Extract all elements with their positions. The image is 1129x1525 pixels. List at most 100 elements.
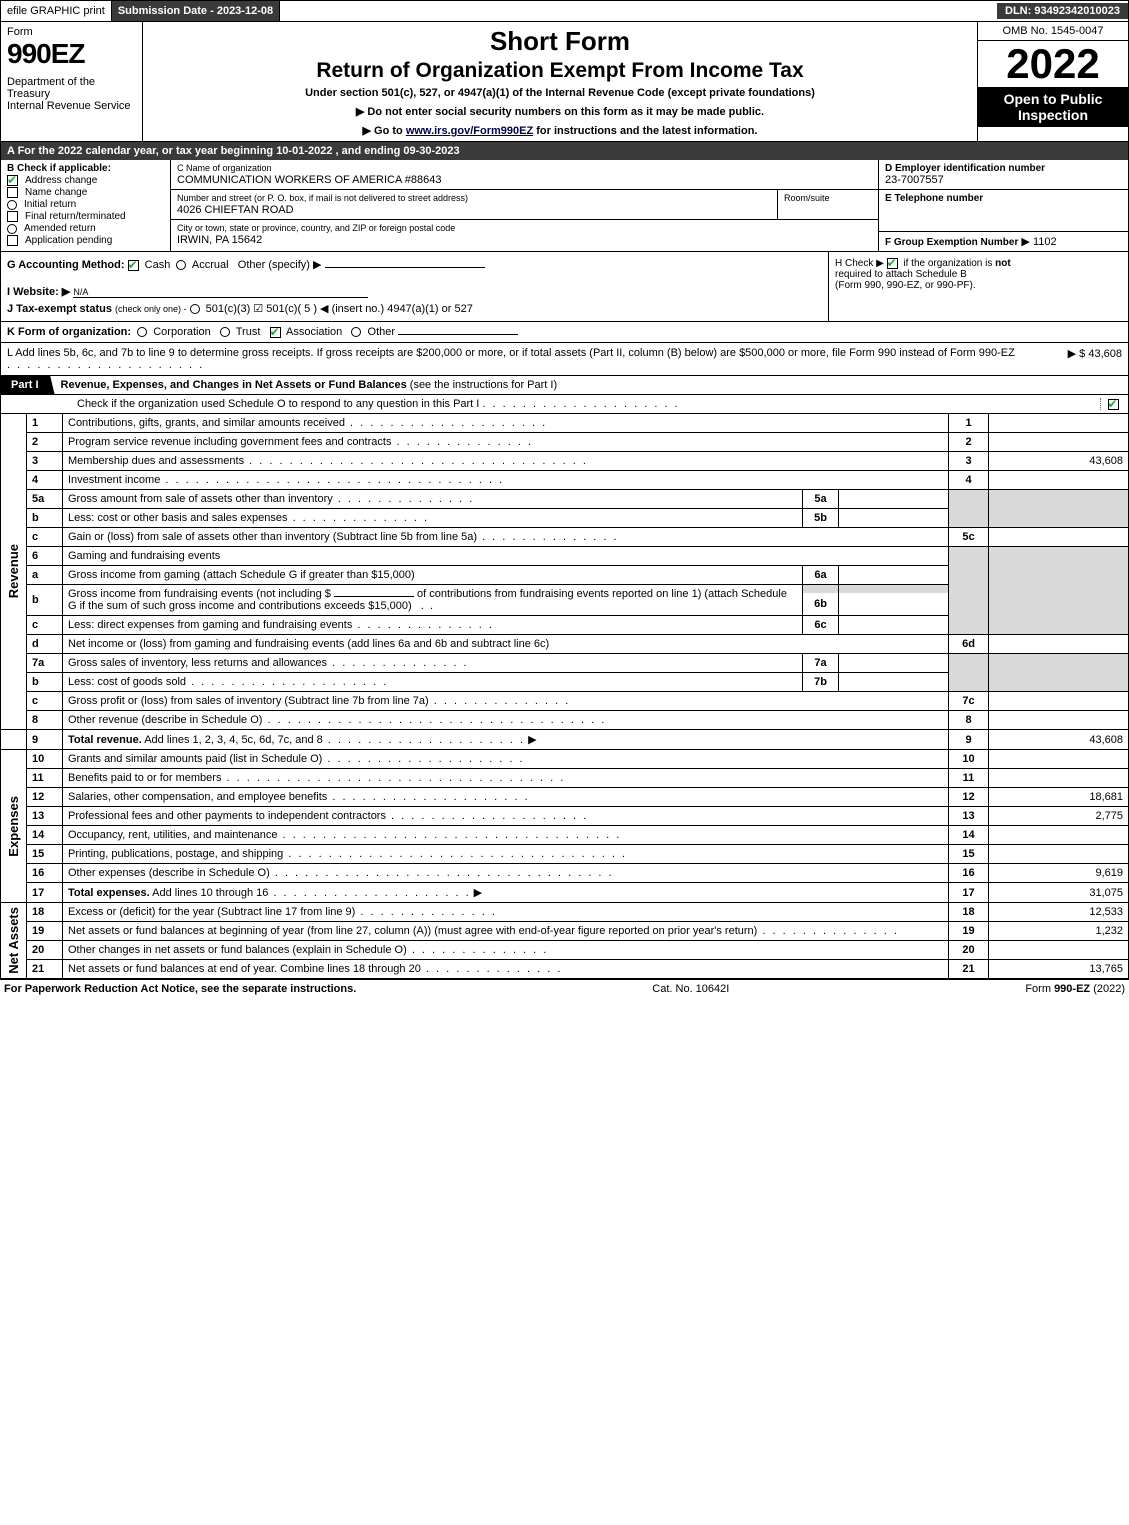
h-text4: (Form 990, 990-EZ, or 990-PF).: [835, 280, 976, 291]
revenue-label: Revenue: [1, 414, 27, 730]
line-amt: [989, 826, 1129, 845]
line-amt: 12,533: [989, 903, 1129, 922]
line-desc: Gross profit or (loss) from sales of inv…: [63, 692, 949, 711]
table-row: 6 Gaming and fundraising events: [1, 547, 1129, 566]
shade-cell: [839, 585, 949, 593]
table-row: 12 Salaries, other compensation, and emp…: [1, 788, 1129, 807]
line-num: 17: [27, 883, 63, 903]
line-desc: Gain or (loss) from sale of assets other…: [63, 528, 949, 547]
h-not: not: [995, 258, 1011, 269]
line-amt: [989, 414, 1129, 433]
radio-icon[interactable]: [351, 327, 361, 337]
instruction-2: ▶ Go to www.irs.gov/Form990EZ for instru…: [151, 124, 969, 137]
checkbox-icon: [7, 175, 18, 186]
checkbox-icon[interactable]: [128, 260, 139, 271]
shade-cell: [803, 585, 839, 593]
sub-num: 6a: [803, 566, 839, 585]
check-amended-return[interactable]: Amended return: [7, 223, 164, 234]
check-application-pending[interactable]: Application pending: [7, 235, 164, 246]
table-row: c Gain or (loss) from sale of assets oth…: [1, 528, 1129, 547]
g-other: Other (specify) ▶: [238, 259, 322, 271]
line-ref: 15: [949, 845, 989, 864]
line-desc: Gross amount from sale of assets other t…: [63, 490, 803, 509]
radio-icon[interactable]: [220, 327, 230, 337]
line-ref: 10: [949, 750, 989, 769]
radio-icon: [7, 200, 17, 210]
footer-center: Cat. No. 10642I: [652, 983, 729, 995]
line-amt: 43,608: [989, 730, 1129, 750]
checkbox-icon: [7, 211, 18, 222]
check-initial-return[interactable]: Initial return: [7, 199, 164, 210]
line-ref: 1: [949, 414, 989, 433]
table-row: 9 Total revenue. Add lines 1, 2, 3, 4, 5…: [1, 730, 1129, 750]
line-amt: [989, 769, 1129, 788]
line-ref: 5c: [949, 528, 989, 547]
line-ref: 2: [949, 433, 989, 452]
line-desc: Benefits paid to or for members: [63, 769, 949, 788]
sub-val: [839, 593, 949, 616]
radio-icon[interactable]: [137, 327, 147, 337]
line-desc: Less: direct expenses from gaming and fu…: [63, 616, 803, 635]
check-final-return[interactable]: Final return/terminated: [7, 211, 164, 222]
vlabel-text: Net Assets: [6, 907, 21, 974]
check-name-change[interactable]: Name change: [7, 187, 164, 198]
line-num: 9: [27, 730, 63, 750]
line-amt: 2,775: [989, 807, 1129, 826]
b-label: B Check if applicable:: [7, 163, 164, 174]
g-accrual: Accrual: [192, 259, 229, 271]
b-item-label: Initial return: [24, 199, 76, 210]
row-l: L Add lines 5b, 6c, and 7b to line 9 to …: [0, 343, 1129, 376]
h-text1: H Check ▶: [835, 258, 884, 269]
line-ref: 11: [949, 769, 989, 788]
k-opt: Other: [368, 326, 396, 338]
line-ref: 7c: [949, 692, 989, 711]
g-cash: Cash: [145, 259, 171, 271]
row-gh: G Accounting Method: Cash Accrual Other …: [0, 252, 1129, 322]
check-address-change[interactable]: Address change: [7, 175, 164, 186]
line-ref: 14: [949, 826, 989, 845]
department: Department of the Treasury Internal Reve…: [7, 76, 136, 112]
checkbox-icon[interactable]: [270, 327, 281, 338]
header-right: OMB No. 1545-0047 2022 Open to Public In…: [978, 22, 1128, 141]
table-row: 2 Program service revenue including gove…: [1, 433, 1129, 452]
k-other-line[interactable]: [398, 334, 518, 335]
sub-num: 7b: [803, 673, 839, 692]
column-de: D Employer identification number 23-7007…: [878, 160, 1128, 251]
line-desc: Net assets or fund balances at beginning…: [63, 922, 949, 941]
line-num: c: [27, 692, 63, 711]
part1-sub-label: Check if the organization used Schedule …: [77, 398, 479, 410]
efile-print[interactable]: efile GRAPHIC print: [1, 1, 112, 21]
line-ref: 13: [949, 807, 989, 826]
submission-date: Submission Date - 2023-12-08: [112, 1, 280, 21]
c-name-block: C Name of organization COMMUNICATION WOR…: [171, 160, 878, 190]
line-amt: 9,619: [989, 864, 1129, 883]
form-header: Form 990EZ Department of the Treasury In…: [0, 22, 1129, 142]
radio-icon[interactable]: [190, 304, 200, 314]
l-text: L Add lines 5b, 6c, and 7b to line 9 to …: [7, 347, 1015, 359]
irs-link[interactable]: www.irs.gov/Form990EZ: [406, 125, 533, 137]
e-block: E Telephone number: [879, 190, 1128, 232]
line-ref: 6d: [949, 635, 989, 654]
radio-icon[interactable]: [176, 260, 186, 270]
line-ref: 21: [949, 960, 989, 979]
line-num: b: [27, 585, 63, 616]
line-desc: Investment income: [63, 471, 949, 490]
g-other-line[interactable]: [325, 267, 485, 268]
org-street: 4026 CHIEFTAN ROAD: [177, 204, 771, 216]
line-num: 7a: [27, 654, 63, 673]
table-row: 3 Membership dues and assessments 3 43,6…: [1, 452, 1129, 471]
g-label: G Accounting Method:: [7, 259, 125, 271]
table-row: 13 Professional fees and other payments …: [1, 807, 1129, 826]
checkbox-icon[interactable]: [887, 258, 898, 269]
part1-title-hint: (see the instructions for Part I): [410, 379, 557, 391]
k-opt: Trust: [236, 326, 261, 338]
sub-val: [839, 566, 949, 585]
table-row: 8 Other revenue (describe in Schedule O)…: [1, 711, 1129, 730]
l-amount: $ 43,608: [1079, 348, 1122, 360]
part1-checkbox[interactable]: [1100, 398, 1128, 410]
org-city: IRWIN, PA 15642: [177, 234, 872, 246]
blank-line[interactable]: [334, 596, 414, 597]
line-num: 15: [27, 845, 63, 864]
line-amt: 31,075: [989, 883, 1129, 903]
part1-header: Part I Revenue, Expenses, and Changes in…: [0, 376, 1129, 395]
